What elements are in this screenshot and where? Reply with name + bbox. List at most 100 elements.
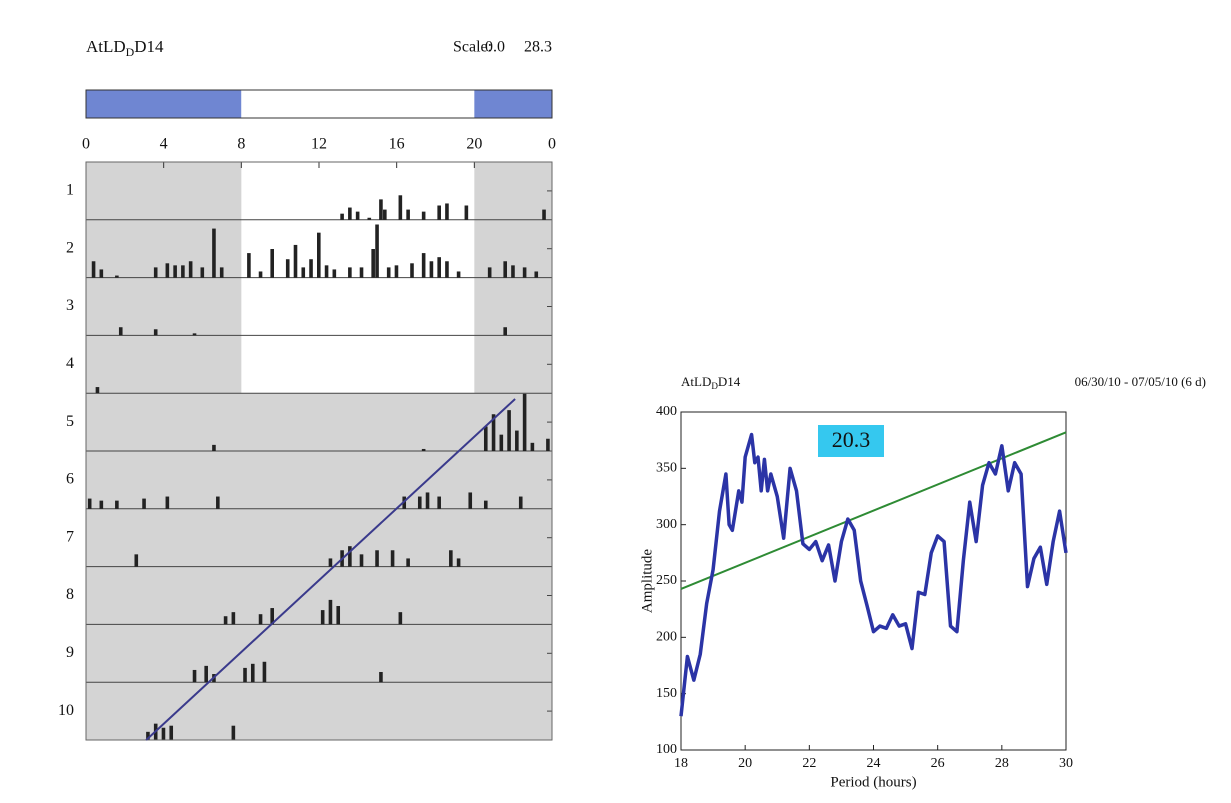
activity-bar (499, 434, 504, 451)
activity-bar (146, 731, 150, 740)
activity-bar (328, 558, 333, 567)
scale-label: Scale: (453, 39, 492, 56)
light-bar-frame (85, 89, 553, 119)
title-text: AtLD (86, 37, 126, 56)
activity-bar (348, 207, 352, 220)
title-suffix: D14 (134, 37, 164, 56)
activity-bar (250, 663, 255, 683)
light-shading (241, 277, 475, 337)
activity-bar (204, 665, 208, 683)
activity-bar (231, 612, 236, 625)
x-axis-label: Period (hours) (830, 774, 916, 790)
activity-bar (258, 271, 263, 278)
activity-bar (153, 329, 158, 336)
activity-bar (142, 498, 146, 509)
x-tick-label: 26 (931, 756, 945, 771)
activity-bar (421, 253, 426, 278)
light-shading (241, 219, 475, 279)
activity-bar (115, 500, 119, 509)
dark-shading (86, 393, 552, 451)
row-label: 6 (66, 471, 74, 488)
y-tick-label: 250 (656, 573, 677, 588)
annotation-text: 20.3 (832, 427, 871, 452)
activity-bar (456, 558, 461, 567)
subtitle: 06/30/10 - 07/05/10 (6 d) (1075, 374, 1206, 389)
row-label: 1 (66, 182, 74, 199)
activity-bar (449, 550, 453, 567)
activity-bar (161, 727, 166, 740)
dark-shading (86, 508, 552, 567)
scale-min: 0.0 (485, 39, 505, 56)
activity-bar (483, 500, 488, 509)
activity-bar (153, 267, 158, 278)
activity-bar (383, 209, 387, 220)
activity-bar (534, 271, 539, 278)
light-period (241, 90, 475, 118)
activity-bar (115, 275, 119, 278)
amplitude-line (679, 432, 1068, 717)
scale-max: 28.3 (524, 39, 552, 56)
light-shading (241, 162, 475, 221)
activity-bar (336, 606, 341, 625)
activity-bar (270, 249, 274, 278)
activity-bar (285, 259, 290, 278)
activity-bar (546, 438, 550, 451)
activity-bar (359, 267, 364, 278)
x-tick-label: 18 (674, 756, 688, 771)
row-label: 2 (66, 239, 74, 256)
activity-bar (192, 333, 197, 336)
activity-bar (231, 725, 236, 740)
activity-bar (425, 492, 430, 509)
row-label: 3 (66, 297, 74, 314)
activity-bar (309, 259, 313, 278)
activity-bar (212, 228, 216, 278)
activity-bar (437, 205, 441, 220)
activity-bar (375, 550, 379, 567)
activity-bar (429, 261, 434, 278)
row-label: 4 (66, 355, 74, 372)
row-label: 9 (66, 644, 74, 661)
activity-bar (437, 257, 441, 278)
plot-frame (680, 411, 1067, 751)
activity-bar (437, 496, 441, 509)
y-axis-label: Amplitude (639, 549, 655, 614)
dark-period (474, 90, 552, 118)
title-subscript: D (711, 381, 718, 391)
light-shading (241, 335, 475, 394)
activity-bar (515, 430, 519, 451)
y-tick-label: 350 (656, 461, 677, 476)
y-tick-label: 100 (656, 742, 677, 757)
activity-bar (406, 558, 410, 567)
x-tick-label: 4 (160, 136, 168, 153)
x-tick-label: 22 (802, 756, 816, 771)
activity-bar (99, 269, 104, 278)
x-tick-label: 12 (311, 136, 327, 153)
x-tick-label: 0 (548, 136, 556, 153)
row-label: 10 (58, 702, 74, 719)
fit-line (145, 398, 516, 741)
activity-bar (371, 249, 375, 278)
plot-frame (85, 161, 553, 741)
activity-bar (398, 195, 403, 220)
annotation-box (818, 425, 884, 457)
activity-bar (181, 265, 185, 278)
activity-bar (518, 496, 523, 509)
activity-bar (247, 253, 251, 278)
activity-bar (386, 267, 391, 278)
row-label: 5 (66, 413, 74, 430)
activity-bar (165, 263, 170, 278)
activity-bar (406, 209, 410, 220)
activity-bar (487, 267, 492, 278)
dark-period (86, 90, 242, 118)
activity-bar (216, 496, 220, 509)
activity-bar (359, 554, 364, 567)
activity-bar (332, 269, 337, 278)
y-tick-label: 200 (656, 630, 677, 645)
activity-bar (398, 612, 403, 625)
activity-bar (301, 267, 306, 278)
x-tick-label: 20 (738, 756, 752, 771)
activity-bar (511, 265, 515, 278)
activity-bar (483, 426, 488, 451)
chart-title: AtLDDD14 (86, 37, 164, 59)
